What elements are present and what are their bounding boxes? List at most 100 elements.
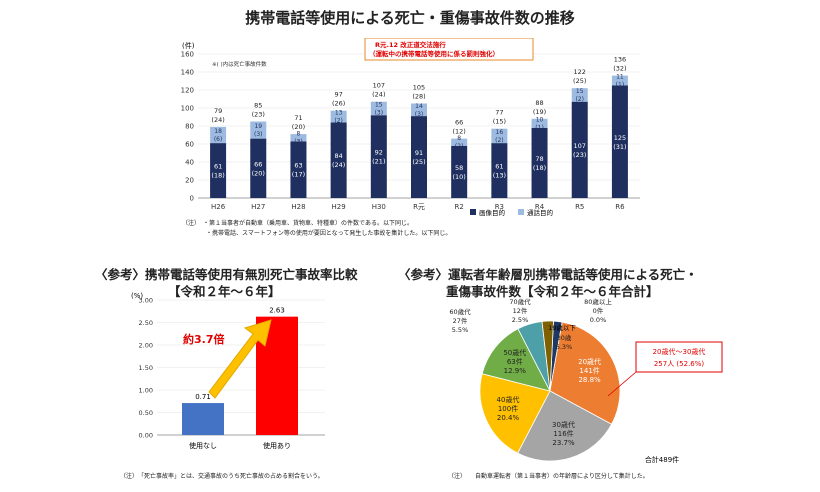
y-tick-label: 2.00 (139, 342, 153, 350)
bar-total-label: 77 (15) (493, 109, 506, 126)
age-group-pie-chart: 20歳代 141件 28.8% 30歳代 116件 23.7% 40歳代 100件 20.4% 5… (449, 297, 723, 464)
y-tick-label: 120 (181, 87, 194, 95)
death-injury-trend-chart: (件) 0 20 40 60 80 100 120 140 160 ※( )内は死亡事故件数 61 (1… (181, 38, 640, 217)
rate-value-label: 0.71 (195, 393, 211, 401)
x-tick-label: R2 (455, 203, 464, 211)
pie-slice (481, 328, 551, 392)
rate-value-label: 2.63 (269, 307, 285, 315)
y-tick-label: 0.00 (139, 432, 153, 440)
bar-total-label: 122 (25) (573, 68, 586, 85)
bar-image-purpose (451, 145, 468, 198)
bar-label-call-purpose: 16 (2) (495, 129, 504, 144)
callout-line-2: （運転中の携帯電話等使用に係る罰則強化） (369, 49, 499, 58)
x-tick-label: H27 (251, 203, 265, 211)
y-tick-label: 140 (181, 69, 194, 77)
bar-call-purpose (411, 103, 427, 117)
legend-label-image-purpose: 画像目的 (479, 208, 506, 217)
law-revision-callout (364, 38, 534, 61)
y-tick-label: 2.50 (139, 319, 153, 327)
pie-label-30: 30歳 6.3% (556, 333, 573, 351)
note-death-count: ※( )内は死亡事故件数 (212, 60, 267, 68)
comparison-title: 〈参考〉携帯電話等使用有無別死亡事故率比較 (95, 267, 358, 282)
y-tick-label: 40 (185, 159, 194, 167)
bar-label-image-purpose: 63 (17) (292, 162, 305, 179)
bar-label-image-purpose: 84 (24) (332, 152, 345, 169)
bar-total-label: 88 (19) (533, 99, 546, 116)
x-tick-label: 使用あり (263, 441, 291, 450)
age-group-footnote: （注） 自動車運転者（第１当事者）の年齢層により区分して集計した。 (448, 473, 649, 480)
highlight-line-1: 20歳代～30歳代 (653, 347, 706, 356)
legend-swatch-image-purpose (470, 209, 476, 215)
bar-call-purpose (290, 134, 307, 142)
bar-label-call-purpose: 11 (1) (616, 74, 625, 89)
pie-label-60s: 60歳代 27件 5.5% (449, 307, 471, 334)
comparison-footnote: （注） 「死亡事故率」とは、交通事故のうち死亡事故の占める割合をいう。 (120, 473, 324, 480)
bar-label-call-purpose: 15 (3) (375, 101, 384, 116)
pie-label-80s: 80歳以上 0件 0.0% (584, 297, 612, 324)
pie-slice-label: 50歳代 63件 12.9% (503, 348, 526, 375)
bar-label-image-purpose: 91 (25) (412, 149, 425, 166)
x-tick-label: R4 (535, 203, 545, 211)
bar-call-purpose (531, 118, 548, 128)
bar-label-call-purpose: 10 (1) (535, 116, 544, 131)
bar-label-image-purpose: 92 (21) (372, 149, 385, 166)
bar-image-purpose (210, 143, 227, 198)
bar-total-label: 85 (23) (252, 102, 265, 119)
bar-image-purpose (330, 122, 347, 198)
bar-call-purpose (250, 121, 267, 139)
x-tick-label: H26 (211, 203, 226, 211)
bar-call-purpose (611, 75, 628, 86)
bar-label-image-purpose: 66 (20) (252, 160, 265, 177)
age-group-title: 〈参考〉運転者年齢層別携帯電話等使用による死亡・ (398, 267, 698, 282)
y-tick-label: 20 (185, 177, 194, 185)
y-tick-label: 3.00 (139, 297, 153, 305)
pie-slice-label: 20歳代 141件 28.8% (578, 357, 601, 384)
x-tick-label: H29 (332, 203, 346, 211)
bar-call-purpose (491, 128, 508, 144)
bar-image-purpose (411, 116, 427, 198)
highlight-line-2: 257人 (52.6%) (654, 360, 705, 368)
x-tick-label: R5 (575, 203, 584, 211)
bar-image-purpose (571, 101, 588, 198)
bar-image-purpose (491, 143, 508, 198)
bar-label-call-purpose: 13 (2) (334, 110, 343, 125)
y-axis-unit: (%) (131, 292, 143, 300)
main-title: 携帯電話等使用による死亡・重傷事故件数の推移 (245, 9, 575, 27)
bar-total-label: 105 (28) (412, 84, 425, 101)
y-tick-label: 100 (181, 105, 194, 113)
bar-total-label: 107 (24) (372, 82, 385, 99)
callout-line-1: R元.12 改正道交法施行 (375, 40, 446, 49)
y-tick-label: 1.50 (139, 364, 153, 372)
x-tick-label: 使用なし (189, 441, 217, 450)
bar-total-label: 79 (24) (211, 107, 224, 124)
pie-total: 合計489件 (645, 455, 679, 464)
bar-call-purpose (571, 88, 588, 102)
y-tick-label: 1.00 (139, 387, 153, 395)
bar-label-image-purpose: 61 (18) (211, 163, 224, 180)
increase-arrow (208, 319, 272, 399)
bar-image-purpose (611, 85, 628, 198)
legend-swatch-call-purpose (518, 209, 524, 215)
pie-label-70s: 70歳代 12件 2.5% (509, 297, 531, 324)
bar-label-image-purpose: 78 (18) (533, 155, 546, 172)
bar-image-purpose (290, 141, 307, 198)
pie-slice (479, 373, 551, 454)
bar-label-call-purpose: 8 (3) (294, 131, 303, 146)
ratio-annotation: 約3.7倍 (183, 332, 225, 346)
top-footnote-2: ・携帯電話、スマートフォン等の使用が要因となって発生した事故を集計した。以下同じ… (182, 230, 452, 237)
bar-label-call-purpose: 18 (6) (214, 128, 223, 143)
x-tick-label: R3 (495, 203, 504, 211)
pie-slice-label: 40歳代 100件 20.4% (497, 395, 520, 422)
rate-bar (182, 403, 224, 435)
bar-call-purpose (210, 126, 227, 144)
bar-label-image-purpose: 125 (31) (613, 134, 626, 151)
x-tick-label: R元 (413, 203, 425, 211)
bar-total-label: 97 (26) (332, 91, 345, 108)
bar-image-purpose (370, 115, 387, 198)
bar-total-label: 66 (12) (453, 119, 466, 136)
bar-label-image-purpose: 107 (23) (573, 142, 586, 159)
bar-total-label: 71 (20) (292, 114, 305, 131)
y-tick-label: 60 (185, 141, 194, 149)
x-tick-label: H30 (372, 203, 386, 211)
y-tick-label: 0 (190, 195, 194, 203)
